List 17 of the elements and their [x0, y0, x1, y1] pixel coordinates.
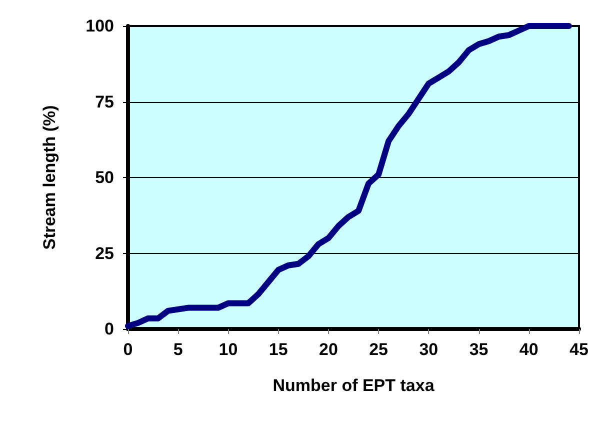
x-axis-title: Number of EPT taxa	[272, 376, 435, 395]
x-tick-label: 40	[519, 340, 538, 359]
y-tick-label: 75	[95, 92, 114, 112]
y-tick-label: 25	[95, 244, 114, 263]
y-axis-title: Stream length (%)	[40, 105, 59, 250]
y-tick-label: 100	[86, 16, 114, 36]
x-tick-label: 0	[123, 340, 133, 359]
x-tick-label: 10	[218, 340, 238, 359]
x-tick-label: 20	[318, 340, 338, 359]
x-tick-label: 35	[469, 340, 488, 359]
y-tick-label: 50	[95, 168, 114, 187]
x-tick-label: 15	[268, 340, 288, 359]
x-tick-label: 25	[369, 340, 388, 359]
y-tick-label: 0	[104, 320, 114, 338]
x-tick-label: 45	[570, 340, 588, 359]
x-tick-label: 30	[419, 340, 438, 359]
x-tick-label: 5	[173, 340, 183, 359]
